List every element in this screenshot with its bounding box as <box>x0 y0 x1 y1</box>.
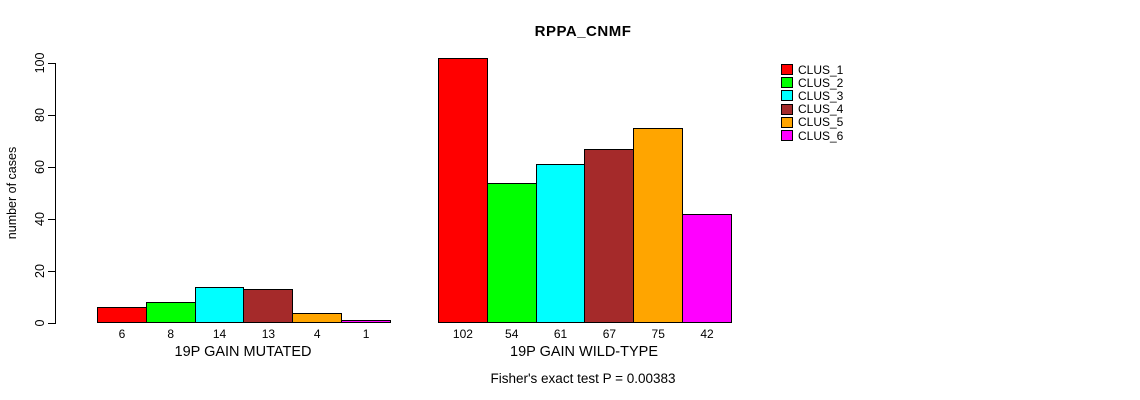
chart-title: RPPA_CNMF <box>534 23 632 40</box>
group-label-wild-type: 19P GAIN WILD-TYPE <box>510 344 658 360</box>
bar-value-label: 75 <box>651 327 665 341</box>
group-label-mutated: 19P GAIN MUTATED <box>174 344 312 360</box>
bar-clus_3 <box>535 164 586 323</box>
bar-value-label: 61 <box>553 327 568 341</box>
y-tick-label: 80 <box>33 108 47 122</box>
bar-value-label: 54 <box>505 327 519 341</box>
legend-swatch-icon <box>781 130 793 142</box>
legend-swatch-icon <box>781 77 793 89</box>
bar-clus_6 <box>341 320 391 323</box>
bar-value-label: 42 <box>700 327 714 341</box>
bar-clus_1 <box>97 307 147 323</box>
legend: CLUS_1 CLUS_2 CLUS_3 CLUS_4 CLUS_5 CLUS_6 <box>781 63 843 142</box>
bar-value-label: 67 <box>602 327 617 341</box>
legend-item-clus_3: CLUS_3 <box>781 89 843 102</box>
y-tick-mark <box>48 167 55 168</box>
bar-clus_5 <box>633 128 684 323</box>
legend-item-clus_5: CLUS_5 <box>781 116 843 129</box>
bar-value-label: 1 <box>362 327 370 341</box>
fisher-test-annotation: Fisher's exact test P = 0.00383 <box>490 371 676 386</box>
bar-clus_3 <box>194 286 245 323</box>
bar-clus_2 <box>486 182 537 323</box>
y-tick-mark <box>48 323 55 324</box>
legend-swatch-icon <box>781 103 793 115</box>
legend-label: CLUS_6 <box>798 128 844 143</box>
legend-swatch-icon <box>781 90 793 102</box>
y-tick-label: 0 <box>33 319 47 327</box>
bar-clus_2 <box>145 302 196 323</box>
bar-value-label: 8 <box>167 327 175 341</box>
y-axis-line <box>55 63 56 324</box>
y-tick-label: 60 <box>33 160 47 174</box>
y-tick-label: 40 <box>33 212 47 226</box>
legend-swatch-icon <box>781 64 793 76</box>
bar-clus_4 <box>243 289 294 323</box>
legend-item-clus_4: CLUS_4 <box>781 103 843 116</box>
legend-label: CLUS_5 <box>798 115 844 130</box>
legend-label: CLUS_4 <box>798 102 844 117</box>
bar-value-label: 4 <box>313 327 321 341</box>
y-tick-label: 20 <box>33 264 47 278</box>
legend-label: CLUS_2 <box>798 75 844 90</box>
y-tick-label: 100 <box>33 52 47 74</box>
bar-value-label: 102 <box>452 327 473 341</box>
bar-clus_4 <box>584 148 635 323</box>
y-tick-mark <box>48 63 55 64</box>
bar-value-label: 6 <box>118 327 126 341</box>
legend-item-clus_1: CLUS_1 <box>781 63 843 76</box>
y-tick-mark <box>48 271 55 272</box>
bar-clus_6 <box>682 213 732 323</box>
bar-value-label: 14 <box>212 327 227 341</box>
bar-value-label: 13 <box>261 327 276 341</box>
legend-label: CLUS_3 <box>798 88 844 103</box>
legend-item-clus_6: CLUS_6 <box>781 129 843 142</box>
legend-label: CLUS_1 <box>798 62 844 77</box>
legend-swatch-icon <box>781 116 793 128</box>
y-tick-mark <box>48 115 55 116</box>
y-axis-label: number of cases <box>5 146 19 240</box>
y-tick-mark <box>48 219 55 220</box>
legend-item-clus_2: CLUS_2 <box>781 76 843 89</box>
bar-clus_1 <box>438 57 488 323</box>
bar-clus_5 <box>292 312 343 323</box>
